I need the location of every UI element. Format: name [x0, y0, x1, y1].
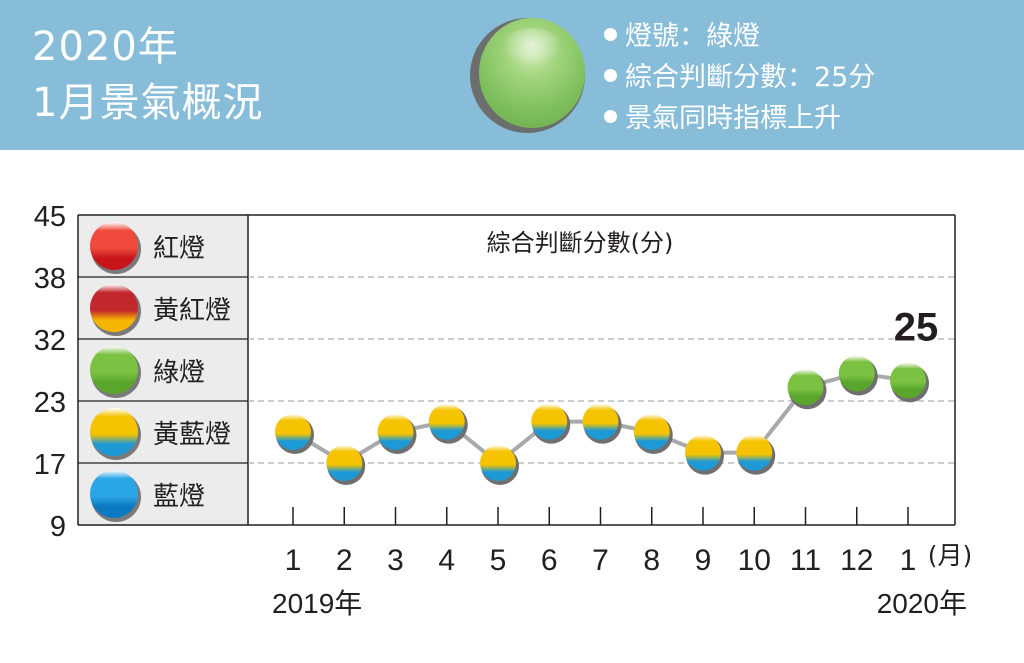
data-point: [377, 414, 417, 454]
x-tick-label: 3: [387, 544, 404, 577]
green-light-icon: [90, 346, 138, 394]
y-tick-label: 38: [34, 263, 66, 295]
x-tick-label: 9: [695, 544, 712, 577]
year-label-2020: 2020年: [877, 588, 967, 619]
data-point: [787, 369, 827, 410]
chart-title: 綜合判斷分數(分): [487, 229, 674, 257]
x-tick-label: 1: [285, 544, 302, 577]
info-score: 綜合判斷分數：25分: [604, 63, 875, 93]
yellow-blue-light-icon: [377, 414, 414, 450]
yellow-blue-light-icon: [428, 403, 465, 440]
title-month: 1月景氣概況: [32, 80, 264, 126]
legend-label: 紅燈: [153, 234, 205, 264]
yellow-blue-light-icon: [736, 434, 773, 471]
x-tick-label: 10: [738, 544, 771, 577]
info-light-signal: 燈號：綠燈: [604, 22, 760, 52]
data-point: [480, 445, 519, 485]
red-light-icon: [90, 222, 138, 270]
x-tick-label: 5: [490, 544, 507, 577]
header-banner: 2020年 1月景氣概況 燈號：綠燈 綜合判斷分數：25分 景氣同時指標上升: [0, 0, 1024, 150]
green-light-icon: [838, 355, 875, 392]
legend-item: 紅燈: [90, 222, 205, 274]
x-tick-label: 2: [336, 544, 353, 577]
x-tick-label: 12: [840, 544, 873, 577]
data-point: [275, 414, 314, 454]
legend-item: 黃紅燈: [90, 284, 231, 336]
legend-label: 黃藍燈: [153, 420, 231, 450]
legend-item: 黃藍燈: [90, 408, 231, 460]
y-tick-label: 23: [34, 387, 66, 419]
x-tick-label: 11: [790, 544, 821, 577]
legend-label: 黃紅燈: [153, 296, 231, 326]
info-indicator: 景氣同時指標上升: [604, 104, 841, 134]
yellow-blue-light-icon: [531, 403, 568, 440]
yellow-blue-light-icon: [275, 414, 311, 450]
blue-light-icon: [90, 470, 138, 518]
yellow-blue-light-icon: [633, 414, 670, 450]
x-tick-label: 7: [592, 544, 609, 577]
data-point: [736, 434, 776, 475]
x-tick-label: 8: [643, 544, 660, 577]
yellow-blue-light-icon: [480, 445, 516, 481]
data-point: [428, 403, 468, 444]
x-tick-label: 4: [438, 544, 455, 577]
data-point: [633, 414, 673, 454]
y-tick-label: 9: [50, 511, 66, 543]
yellow-blue-light-icon: [90, 408, 138, 456]
value-annotation: 25: [894, 305, 939, 349]
x-tick-label: 6: [541, 544, 558, 577]
data-point: [838, 355, 878, 396]
legend-label: 藍燈: [153, 482, 205, 512]
y-tick-label: 17: [34, 449, 66, 481]
data-point: [531, 403, 571, 444]
x-unit-label: (月): [928, 541, 973, 570]
legend-item: 綠燈: [90, 346, 205, 398]
green-light-icon: [470, 18, 585, 133]
yellow-blue-light-icon: [685, 434, 721, 471]
data-point: [326, 445, 366, 485]
title-year: 2020年: [32, 24, 179, 70]
legend-label: 綠燈: [153, 358, 205, 388]
yellow-blue-light-icon: [582, 403, 619, 440]
yellow-blue-light-icon: [326, 445, 363, 481]
green-light-icon: [890, 362, 926, 399]
y-tick-label: 45: [34, 201, 66, 233]
y-tick-label: 32: [34, 325, 66, 357]
data-point: [890, 362, 929, 403]
green-light-icon: [787, 369, 824, 406]
yellow-red-light-icon: [90, 284, 138, 332]
x-tick-label: 1: [900, 544, 917, 577]
data-point: [685, 434, 724, 475]
year-label-2019: 2019年: [272, 588, 362, 619]
legend-item: 藍燈: [90, 470, 205, 522]
data-point: [582, 403, 622, 444]
